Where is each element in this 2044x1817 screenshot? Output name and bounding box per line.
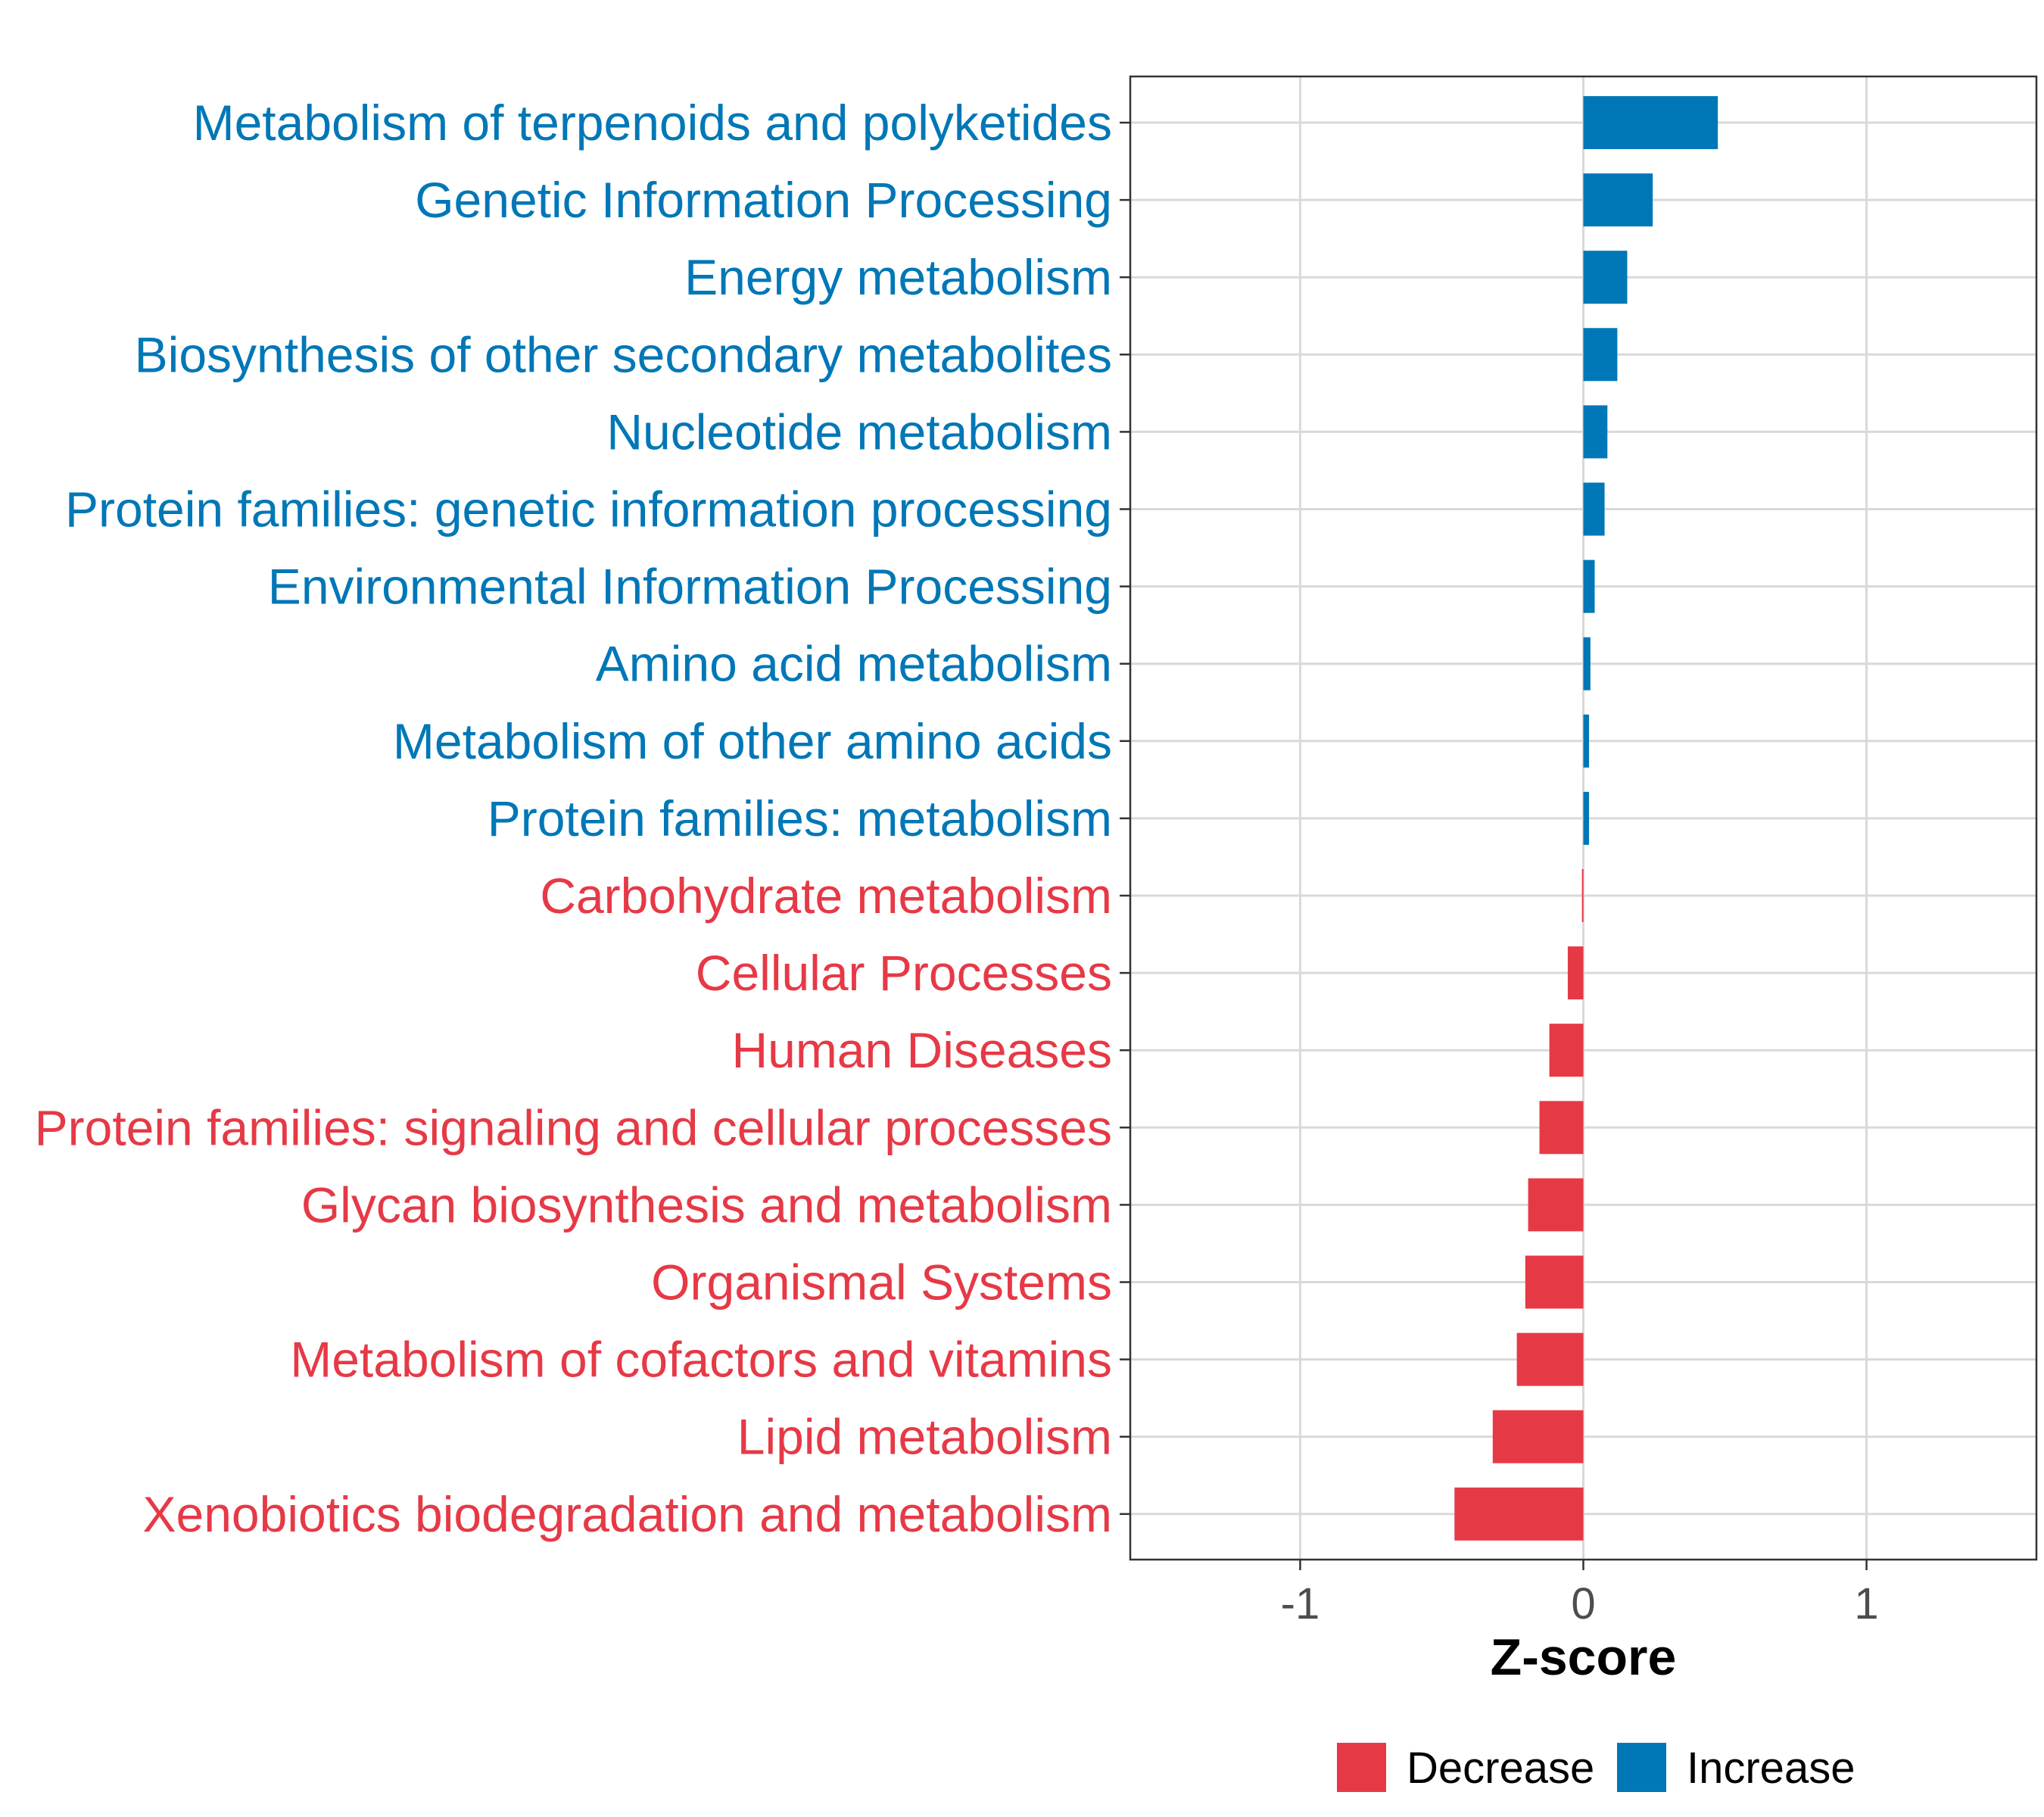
legend-key-decrease [1337,1743,1386,1792]
bar [1583,559,1595,613]
bar [1454,1487,1584,1541]
bar [1549,1024,1584,1077]
category-label: Cellular Processes [696,945,1112,1001]
category-label: Biosynthesis of other secondary metaboli… [135,326,1112,382]
bar [1567,946,1584,1000]
category-label: Xenobiotics biodegradation and metabolis… [143,1486,1113,1542]
category-label: Amino acid metabolism [596,636,1112,692]
x-tick-label: 0 [1571,1579,1595,1628]
category-label: Lipid metabolism [737,1409,1112,1465]
bars [1454,96,1718,1541]
category-label: Human Diseases [731,1022,1112,1078]
category-label: Metabolism of cofactors and vitamins [290,1332,1112,1388]
legend-label-increase: Increase [1687,1744,1855,1793]
bar [1583,637,1591,690]
bar [1539,1101,1584,1155]
category-label: Metabolism of terpenoids and polyketides [193,95,1112,151]
legend-label-decrease: Decrease [1407,1744,1594,1793]
category-label: Nucleotide metabolism [606,404,1112,460]
bar [1492,1410,1584,1463]
category-labels: Metabolism of terpenoids and polyketides… [35,95,1130,1542]
category-label: Organismal Systems [651,1254,1112,1311]
category-label: Glycan biosynthesis and metabolism [301,1177,1112,1233]
category-label: Genetic Information Processing [415,172,1112,228]
x-tick-label: -1 [1281,1579,1320,1628]
x-axis-title: Z-score [1491,1628,1677,1686]
bar [1583,328,1618,382]
category-label: Protein families: metabolism [488,790,1112,846]
x-tick-label: 1 [1854,1579,1878,1628]
bar [1516,1332,1584,1386]
bar [1583,251,1628,304]
category-label: Metabolism of other amino acids [393,713,1112,769]
bar [1583,482,1605,536]
legend-key-increase [1617,1743,1666,1792]
bar [1581,869,1584,922]
bar [1528,1178,1584,1232]
bar [1583,714,1589,768]
category-label: Environmental Information Processing [268,559,1112,615]
category-label: Carbohydrate metabolism [540,868,1112,924]
bar [1525,1255,1584,1309]
legend: Decrease Increase [1337,1743,1855,1793]
x-axis-ticks: -1 0 1 [1281,1560,1879,1628]
bar [1583,405,1608,459]
category-label: Protein families: genetic information pr… [65,482,1112,538]
bar [1583,791,1589,845]
category-label: Energy metabolism [684,249,1112,305]
category-label: Protein families: signaling and cellular… [35,1099,1112,1155]
bar [1583,96,1718,149]
bar [1583,173,1653,227]
